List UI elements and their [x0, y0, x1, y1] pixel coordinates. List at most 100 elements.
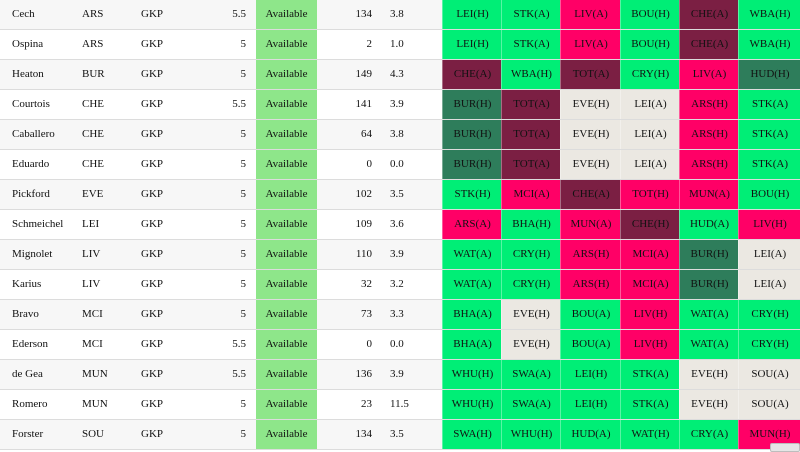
status-badge: Available — [256, 210, 317, 239]
player-name[interactable]: Heaton — [12, 68, 44, 80]
status-badge: Available — [256, 120, 317, 149]
player-price: 5 — [240, 188, 247, 200]
status-badge: Available — [256, 30, 317, 59]
player-price: 5 — [240, 248, 247, 260]
player-team: ARS — [82, 38, 104, 50]
horizontal-scrollbar[interactable] — [770, 443, 800, 452]
fixture-cell: LEI(H) — [560, 390, 621, 419]
player-form: 3.5 — [390, 188, 404, 200]
fixture-cell: WHU(H) — [442, 360, 502, 389]
table-row[interactable]: Pickford EVE GKP 5 Available 102 3.5 STK(H) MCI(… — [0, 180, 800, 210]
player-name[interactable]: Pickford — [12, 188, 50, 200]
fixture-cell: BUR(H) — [679, 240, 739, 269]
table-row[interactable]: Karius LIV GKP 5 Available 32 3.2 WAT(A) CRY(H) A… — [0, 270, 800, 300]
player-name[interactable]: Forster — [12, 428, 44, 440]
player-form: 3.8 — [390, 128, 404, 140]
fixture-cell: CRY(A) — [679, 420, 739, 449]
status-badge: Available — [256, 390, 317, 419]
player-name[interactable]: Ospina — [12, 38, 44, 50]
table-row[interactable]: Ospina ARS GKP 5 Available 2 1.0 LEI(H) STK(A) LI… — [0, 30, 800, 60]
table-row[interactable]: Mignolet LIV GKP 5 Available 110 3.9 WAT(A) CRY(… — [0, 240, 800, 270]
player-name[interactable]: Eduardo — [12, 158, 50, 170]
player-price: 5 — [240, 278, 247, 290]
fixture-cell: BUR(H) — [442, 150, 502, 179]
player-team: MCI — [82, 338, 103, 350]
player-price: 5 — [240, 128, 247, 140]
player-team: EVE — [82, 188, 104, 200]
player-price: 5 — [240, 38, 247, 50]
player-team: SOU — [82, 428, 105, 440]
player-points: 141 — [355, 98, 373, 110]
fixture-cell: STK(A) — [738, 150, 800, 179]
fixture-cell: WBA(H) — [738, 0, 800, 29]
table-row[interactable]: Caballero CHE GKP 5 Available 64 3.8 BUR(H) TOT(… — [0, 120, 800, 150]
fixture-cell: STK(A) — [738, 120, 800, 149]
player-price: 5 — [240, 308, 247, 320]
fixture-cell: LEI(H) — [560, 360, 621, 389]
fixture-cell: LIV(H) — [620, 330, 680, 359]
player-team: LIV — [82, 278, 101, 290]
status-badge: Available — [256, 270, 317, 299]
player-name[interactable]: Caballero — [12, 128, 55, 140]
player-name[interactable]: Cech — [12, 8, 35, 20]
player-form: 3.2 — [390, 278, 404, 290]
player-name[interactable]: de Gea — [12, 368, 43, 380]
player-points: 149 — [355, 68, 373, 80]
status-badge: Available — [256, 360, 317, 389]
fixture-cell: MCI(A) — [501, 180, 561, 209]
fixture-cell: STK(A) — [501, 0, 561, 29]
table-row[interactable]: Schmeichel LEI GKP 5 Available 109 3.6 ARS(A) BH… — [0, 210, 800, 240]
fixture-cell: LIV(A) — [560, 30, 621, 59]
status-badge: Available — [256, 330, 317, 359]
player-points: 23 — [361, 398, 372, 410]
fixture-cell: STK(A) — [738, 90, 800, 119]
player-points: 2 — [366, 38, 373, 50]
table-row[interactable]: Courtois CHE GKP 5.5 Available 141 3.9 BUR(H) TO… — [0, 90, 800, 120]
fixture-cell: CRY(H) — [501, 240, 561, 269]
fixture-cell: STK(H) — [442, 180, 502, 209]
fixture-cell: LEI(H) — [442, 0, 502, 29]
table-row[interactable]: Forster SOU GKP 5 Available 134 3.5 SWA(H) WHU(H… — [0, 420, 800, 450]
table-row[interactable]: Heaton BUR GKP 5 Available 149 4.3 CHE(A) WBA(H)… — [0, 60, 800, 90]
fixture-cell: EVE(H) — [679, 360, 739, 389]
status-badge: Available — [256, 60, 317, 89]
player-name[interactable]: Schmeichel — [12, 218, 64, 230]
player-name[interactable]: Mignolet — [12, 248, 53, 260]
table-row[interactable]: Eduardo CHE GKP 5 Available 0 0.0 BUR(H) TOT(A) E… — [0, 150, 800, 180]
table-row[interactable]: Bravo MCI GKP 5 Available 73 3.3 BHA(A) EVE(H) BO… — [0, 300, 800, 330]
player-name[interactable]: Karius — [12, 278, 42, 290]
player-points: 110 — [355, 248, 372, 260]
player-team: CHE — [82, 98, 104, 110]
player-team: MCI — [82, 308, 103, 320]
table-row[interactable]: Cech ARS GKP 5.5 Available 134 3.8 LEI(H) STK(A)… — [0, 0, 800, 30]
fixture-cell: CRY(H) — [620, 60, 680, 89]
player-form: 0.0 — [390, 158, 404, 170]
player-points: 109 — [355, 218, 373, 230]
player-name[interactable]: Romero — [12, 398, 48, 410]
player-points: 0 — [366, 338, 373, 350]
player-name[interactable]: Bravo — [12, 308, 39, 320]
player-name[interactable]: Ederson — [12, 338, 49, 350]
player-position: GKP — [141, 368, 164, 380]
player-position: GKP — [141, 338, 164, 350]
fixture-cell: TOT(A) — [501, 120, 561, 149]
player-points: 134 — [355, 428, 373, 440]
player-form: 3.3 — [390, 308, 404, 320]
fixture-cell: HUD(H) — [738, 60, 800, 89]
table-row[interactable]: Romero MUN GKP 5 Available 23 11.5 WHU(H) SWA(A)… — [0, 390, 800, 420]
player-team: ARS — [82, 8, 104, 20]
player-name[interactable]: Courtois — [12, 98, 50, 110]
player-team: CHE — [82, 128, 104, 140]
fixture-cell: LEI(A) — [620, 120, 680, 149]
player-team: BUR — [82, 68, 105, 80]
fixture-cell: CHE(A) — [442, 60, 502, 89]
table-row[interactable]: Ederson MCI GKP 5.5 Available 0 0.0 BHA(A) EVE(H… — [0, 330, 800, 360]
player-position: GKP — [141, 308, 164, 320]
fixture-cell: TOT(A) — [560, 60, 621, 89]
fixture-cell: EVE(H) — [560, 120, 621, 149]
fixture-cell: CHE(A) — [560, 180, 621, 209]
fixture-cell: HUD(A) — [560, 420, 621, 449]
player-form: 3.8 — [390, 8, 404, 20]
table-row[interactable]: de Gea MUN GKP 5.5 Available 136 3.9 WHU(H) SWA(… — [0, 360, 800, 390]
fixture-cell: LEI(A) — [620, 150, 680, 179]
